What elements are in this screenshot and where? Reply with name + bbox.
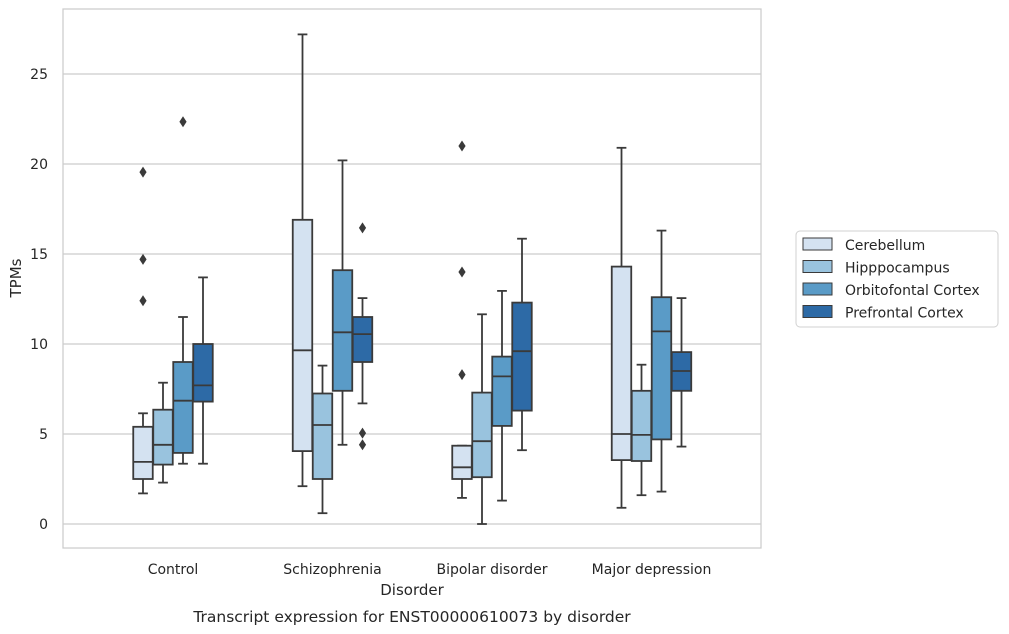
box-1-0 [291,33,314,488]
y-tick-label: 0 [39,517,48,533]
outlier-point [358,439,367,451]
y-axis-ticks: 0 5 10 15 20 25 [30,67,48,533]
legend-item: Prefrontal Cortex [802,305,964,322]
x-tick-label: Bipolar disorder [436,562,547,578]
x-tick-label: Major depression [592,562,712,578]
box-2-2 [491,289,513,502]
box-0-3 [192,276,214,465]
legend: Cerebellum Hipppocampus Orbitofontal Corte… [795,230,999,328]
legend-item: Hipppocampus [802,260,950,277]
box-2-0 [451,140,473,499]
outlier-point [458,266,466,278]
box-1-1 [311,364,334,515]
box-1-3 [351,222,374,451]
x-tick-label: Control [148,562,199,578]
box-body [471,391,493,479]
legend-label: Cerebellum [845,238,925,254]
box-body [511,301,533,412]
outlier-point [458,140,466,152]
box-body [291,218,314,453]
outlier-point [458,369,466,381]
box-body [192,343,214,403]
legend-swatch [802,260,833,273]
box-body [351,316,374,363]
box-0-0 [132,166,154,495]
plot-frame [62,8,762,549]
legend-item: Cerebellum [802,237,925,254]
box-2-3 [511,237,533,452]
legend-swatch [802,282,833,296]
legend-label: Prefrontal Cortex [845,306,964,322]
box-body [650,296,673,441]
plot-area [63,9,761,548]
box-2-1 [471,313,493,525]
box-body [132,425,154,480]
y-tick-label: 10 [30,337,48,353]
box-body [610,265,633,462]
x-axis-label: Disorder [380,581,444,599]
box-body [331,269,354,392]
legend-frame [795,230,999,328]
box-3-2 [650,229,673,493]
box-body [152,408,174,466]
outlier-point [139,166,147,178]
legend-swatch [802,305,833,318]
box-body [311,392,334,480]
legend-item: Orbitofontal Cortex [802,282,980,299]
box-body [451,444,473,480]
x-axis-ticks: Control Schizophrenia Bipolar disorder Majo… [148,562,712,578]
outlier-point [358,427,367,439]
box-body [491,355,513,427]
box-body [172,361,194,454]
outlier-point [179,116,187,128]
y-tick-label: 15 [30,247,48,263]
box-3-0 [610,146,633,509]
y-axis-label: TPMs [7,258,25,298]
x-tick-label: Schizophrenia [283,562,381,578]
legend-label: Orbitofontal Cortex [845,283,980,299]
box-3-3 [670,297,693,448]
y-tick-label: 20 [30,157,48,173]
outlier-point [358,222,367,234]
y-tick-label: 25 [30,67,48,83]
outlier-point [139,295,147,307]
box-body [630,389,653,462]
chart-title: Transcript expression for ENST0000061007… [192,608,631,626]
legend-swatch [802,237,833,251]
box-groups [132,33,693,525]
box-0-1 [152,381,174,484]
legend-label: Hipppocampus [845,261,950,277]
box-0-2 [172,116,194,465]
outlier-point [139,253,147,265]
y-tick-label: 5 [39,427,48,443]
